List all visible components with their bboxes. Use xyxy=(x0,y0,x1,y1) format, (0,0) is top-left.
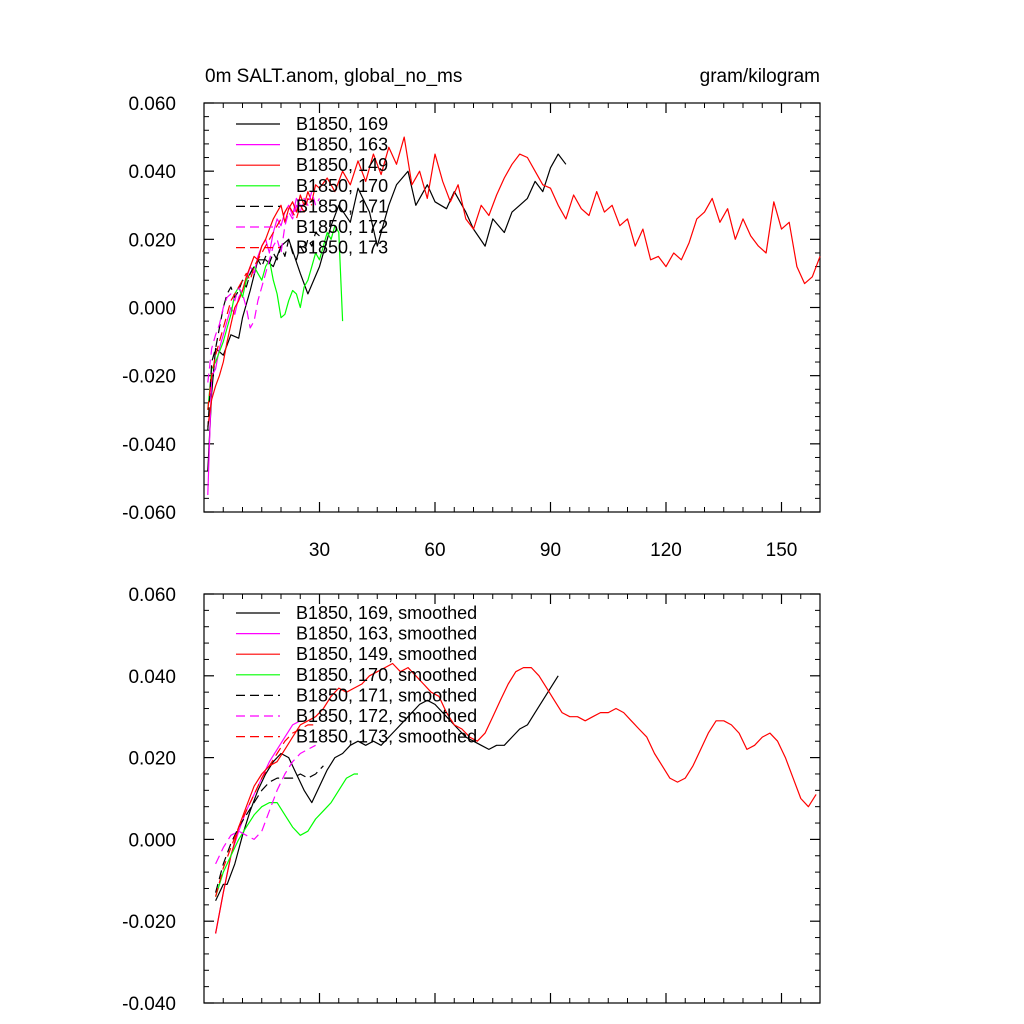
top-panel-units: gram/kilogram xyxy=(700,66,820,87)
legend-label: B1850, 163, smoothed xyxy=(296,624,477,644)
legend-label: B1850, 169 xyxy=(296,114,388,134)
x-tick-label: 30 xyxy=(309,540,330,561)
y-tick-label: 0.040 xyxy=(128,667,176,688)
legend-label: B1850, 173, smoothed xyxy=(296,727,477,747)
legend-label: B1850, 172 xyxy=(296,217,388,237)
x-tick-label: 150 xyxy=(766,540,798,561)
y-tick-label: -0.060 xyxy=(122,503,176,524)
legend-label: B1850, 149, smoothed xyxy=(296,644,477,664)
bottom-y-axis: -0.040 -0.020 0.000 0.020 0.040 0.060 xyxy=(122,585,820,1015)
series-line xyxy=(215,675,559,902)
series-line xyxy=(215,744,316,865)
legend-label: B1850, 149 xyxy=(296,155,388,175)
y-tick-label: 0.000 xyxy=(128,299,176,320)
top-x-axis: 30 60 90 120 150 xyxy=(222,103,802,561)
top-y-axis: -0.060 -0.040 -0.020 0.000 0.020 0.040 0.060 xyxy=(122,94,820,524)
top-panel: 0m SALT.anom, global_no_ms gram/kilogram… xyxy=(122,66,821,561)
series-line xyxy=(215,773,358,897)
y-tick-label: 0.020 xyxy=(128,749,176,770)
legend-label: B1850, 163 xyxy=(296,135,388,155)
series-line xyxy=(207,136,821,427)
y-tick-label: -0.040 xyxy=(122,994,176,1015)
series-line xyxy=(207,153,567,472)
legend-label: B1850, 171, smoothed xyxy=(296,685,477,705)
series-line xyxy=(215,724,316,897)
legend-label: B1850, 170, smoothed xyxy=(296,665,477,685)
y-tick-label: 0.060 xyxy=(128,94,176,115)
top-series-lines xyxy=(207,136,821,496)
x-tick-label: 60 xyxy=(424,540,445,561)
series-line xyxy=(215,765,324,893)
y-tick-label: 0.040 xyxy=(128,162,176,183)
x-tick-label: 120 xyxy=(650,540,682,561)
top-panel-title: 0m SALT.anom, global_no_ms xyxy=(205,66,462,87)
y-tick-label: -0.020 xyxy=(122,367,176,388)
series-line xyxy=(207,197,313,410)
legend-label: B1850, 170 xyxy=(296,176,388,196)
series-line xyxy=(215,720,301,934)
y-tick-label: 0.000 xyxy=(128,830,176,851)
legend-label: B1850, 173 xyxy=(296,238,388,258)
y-tick-label: 0.060 xyxy=(128,585,176,606)
legend-label: B1850, 172, smoothed xyxy=(296,706,477,726)
series-line xyxy=(207,191,321,383)
y-tick-label: -0.020 xyxy=(122,912,176,933)
y-tick-label: 0.020 xyxy=(128,230,176,251)
legend-label: B1850, 171 xyxy=(296,196,388,216)
y-tick-label: -0.040 xyxy=(122,435,176,456)
x-tick-label: 90 xyxy=(540,540,561,561)
series-line xyxy=(207,231,320,431)
bottom-x-axis xyxy=(222,594,802,1003)
series-line xyxy=(215,662,817,934)
bottom-series-lines xyxy=(215,662,817,934)
series-line xyxy=(207,225,344,410)
legend-label: B1850, 169, smoothed xyxy=(296,603,477,623)
bottom-panel: -0.040 -0.020 0.000 0.020 0.040 0.060 B1850, … xyxy=(122,585,821,1015)
